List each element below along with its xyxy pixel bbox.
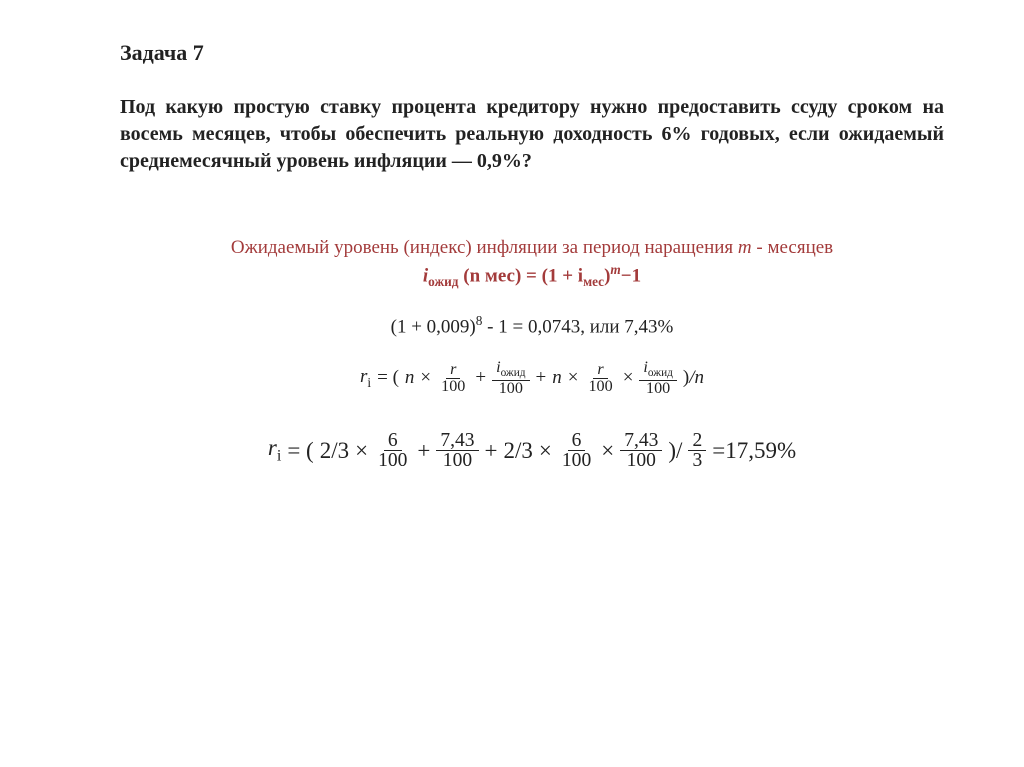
problem-title: Задача 7 [120, 40, 944, 66]
rparen-div: )/ [668, 438, 682, 464]
eq2: = ( [287, 438, 313, 464]
hint-tail: −1 [621, 265, 641, 286]
page: Задача 7 Под какую простую ставку процен… [0, 0, 1024, 529]
times-b2: × [539, 438, 552, 464]
times-b1: × [355, 438, 368, 464]
eq-sign: = ( [377, 367, 399, 389]
frac-2-3: 2 3 [688, 431, 706, 471]
frac-6-100-b: 6 100 [558, 431, 595, 471]
calc-tail: - 1 = 0,0743, или 7,43% [482, 316, 673, 337]
frac-r-100: r 100 [437, 362, 469, 395]
n1: n [405, 367, 415, 389]
times-b3: × [601, 438, 614, 464]
numeric-formula: ri = ( 2/3 × 6 100 + 7,43 100 + 2/3 × 6 … [120, 431, 944, 471]
hint-line-1: Ожидаемый уровень (индекс) инфляции за п… [120, 235, 944, 261]
frac-iozh-100: iожид 100 [492, 360, 529, 397]
hint-block: Ожидаемый уровень (индекс) инфляции за п… [120, 235, 944, 291]
twothirds1: 2/3 [320, 438, 349, 464]
hint-text-1: Ожидаемый уровень (индекс) инфляции за п… [231, 237, 738, 258]
hint-exp: m [610, 262, 620, 277]
times2: × [568, 367, 579, 389]
plus-b2: + [485, 438, 498, 464]
hint-args: (n мес) = (1 + i [463, 265, 583, 286]
general-formula: ri = ( n × r 100 + iожид 100 + n × r 100… [120, 360, 944, 397]
twothirds2: 2/3 [504, 438, 533, 464]
frac-iozh-100-b: iожид 100 [639, 360, 676, 397]
hint-i-sub2: мес [583, 274, 604, 289]
times3: × [623, 367, 634, 389]
frac-743-100-b: 7,43 100 [620, 431, 662, 471]
rparen-divn: )/n [683, 367, 704, 389]
ri-var: ri [360, 366, 371, 391]
problem-statement: Под какую простую ставку процента кредит… [120, 94, 944, 175]
frac-6-100: 6 100 [374, 431, 411, 471]
eq-result: =17,59% [712, 438, 796, 464]
times1: × [420, 367, 431, 389]
plus1: + [475, 367, 486, 389]
calc-base: (1 + 0,009) [391, 316, 476, 337]
ri-var-2: ri [268, 435, 281, 466]
calc-line: (1 + 0,009)8 - 1 = 0,0743, или 7,43% [120, 313, 944, 338]
frac-r-100-b: r 100 [584, 362, 616, 395]
hint-formula: iожид (n мес) = (1 + iмес)m−1 [120, 261, 944, 291]
n2: n [552, 367, 562, 389]
hint-text-1-tail: - месяцев [752, 237, 834, 258]
frac-743-100: 7,43 100 [436, 431, 478, 471]
hint-i-sub: ожид [428, 274, 458, 289]
plus2: + [536, 367, 547, 389]
hint-var-m: m [738, 237, 752, 258]
plus-b1: + [417, 438, 430, 464]
